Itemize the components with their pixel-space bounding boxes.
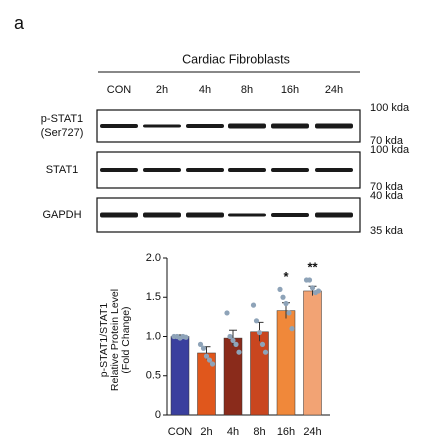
band (228, 168, 266, 172)
marker-label: 40 kda (370, 190, 404, 202)
data-point (200, 345, 207, 351)
data-point (250, 302, 257, 308)
data-point (277, 286, 283, 292)
lane-label: 24h (325, 84, 343, 96)
marker-label: 35 kda (370, 225, 404, 237)
band (271, 213, 309, 217)
marker-label: 100 kda (370, 102, 410, 114)
marker-label: 100 kda (370, 144, 410, 156)
x-tick-label: 2h (200, 426, 212, 438)
row-label: GAPDH (42, 209, 81, 221)
data-point (203, 353, 210, 359)
marker-label: 70 kda (370, 181, 404, 193)
data-point (197, 341, 204, 347)
row-label: (Ser727) (41, 127, 84, 139)
band (271, 123, 309, 129)
y-axis-label: (Fold Change) (120, 306, 132, 373)
lane-label: CON (107, 84, 132, 96)
data-point (230, 337, 236, 344)
data-point (280, 294, 286, 300)
row-label: STAT1 (46, 164, 79, 176)
bar (170, 336, 190, 416)
x-tick-label: CON (168, 426, 193, 438)
x-tick-label: 4h (227, 426, 239, 438)
bar (223, 337, 243, 416)
lane-label: 2h (156, 84, 168, 96)
row-label: p-STAT1 (41, 113, 83, 125)
data-point (224, 310, 230, 316)
y-tick-label: 0 (155, 409, 161, 421)
y-tick-label: 1.5 (146, 291, 161, 303)
lane-label: 4h (199, 84, 211, 96)
band (186, 212, 224, 218)
band (315, 123, 353, 129)
band (186, 168, 224, 172)
significance: ** (307, 259, 318, 274)
lane-label: 8h (241, 84, 253, 96)
x-tick-label: 24h (303, 426, 321, 438)
x-tick-label: 16h (277, 426, 295, 438)
bar (250, 331, 269, 416)
data-point (289, 326, 295, 332)
band (100, 168, 138, 172)
data-point (256, 329, 263, 336)
band (143, 124, 181, 128)
y-axis-label: Relative Protein Level (109, 289, 121, 391)
band (143, 168, 181, 172)
panel-label: a (14, 13, 25, 33)
band (315, 168, 353, 172)
data-point (259, 341, 266, 347)
band (315, 212, 353, 218)
bar (303, 290, 322, 416)
band (100, 124, 138, 128)
data-point (227, 333, 233, 340)
data-point (209, 361, 216, 367)
data-point (286, 310, 292, 316)
lane-label: 16h (281, 84, 299, 96)
y-axis-label: p-STAT1/STAT1 (98, 303, 110, 378)
y-tick-label: 0.5 (146, 370, 161, 382)
y-tick-label: 2.0 (146, 252, 161, 264)
band (228, 213, 266, 217)
data-point (309, 285, 316, 291)
data-point (306, 277, 313, 283)
band (143, 212, 181, 218)
data-point (315, 288, 322, 294)
y-tick-label: 1.0 (146, 330, 161, 342)
band (228, 123, 266, 129)
data-point (283, 300, 289, 307)
data-point (206, 357, 213, 363)
data-point (183, 334, 189, 340)
band (100, 212, 138, 218)
marker-label: 70 kda (370, 135, 404, 147)
x-tick-label: 8h (253, 426, 265, 438)
data-point (233, 341, 239, 347)
significance: * (283, 269, 289, 284)
data-point (236, 349, 242, 355)
band (186, 124, 224, 128)
blot-title: Cardiac Fibroblasts (182, 52, 290, 66)
band (271, 168, 309, 172)
data-point (262, 349, 269, 355)
data-point (253, 318, 260, 324)
